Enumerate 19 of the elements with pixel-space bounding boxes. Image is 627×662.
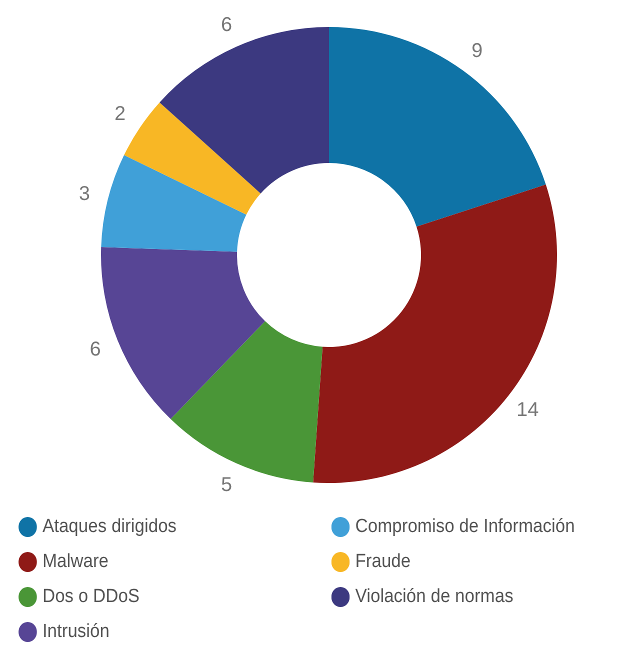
- data-label: 2: [114, 103, 126, 126]
- donut-slice: [124, 102, 261, 215]
- legend-label: Intrusión: [42, 620, 110, 642]
- legend-label: Violación de normas: [355, 586, 514, 608]
- data-label: 6: [90, 338, 101, 360]
- donut-slice: [329, 27, 546, 227]
- legend-label: Fraude: [355, 550, 411, 572]
- data-label: 9: [472, 40, 483, 62]
- donut-slice: [313, 184, 557, 483]
- legend-label: Ataques dirigidos: [42, 516, 177, 538]
- legend-label: Dos o DDoS: [42, 586, 140, 608]
- data-label: 6: [220, 14, 232, 36]
- legend-label: Compromiso de Información: [355, 516, 575, 538]
- donut-slice: [101, 247, 266, 420]
- data-label: 5: [220, 474, 232, 496]
- data-label: 3: [78, 183, 90, 206]
- donut-slice: [101, 155, 246, 252]
- data-label: 14: [516, 399, 539, 422]
- legend-label: Malware: [42, 550, 109, 572]
